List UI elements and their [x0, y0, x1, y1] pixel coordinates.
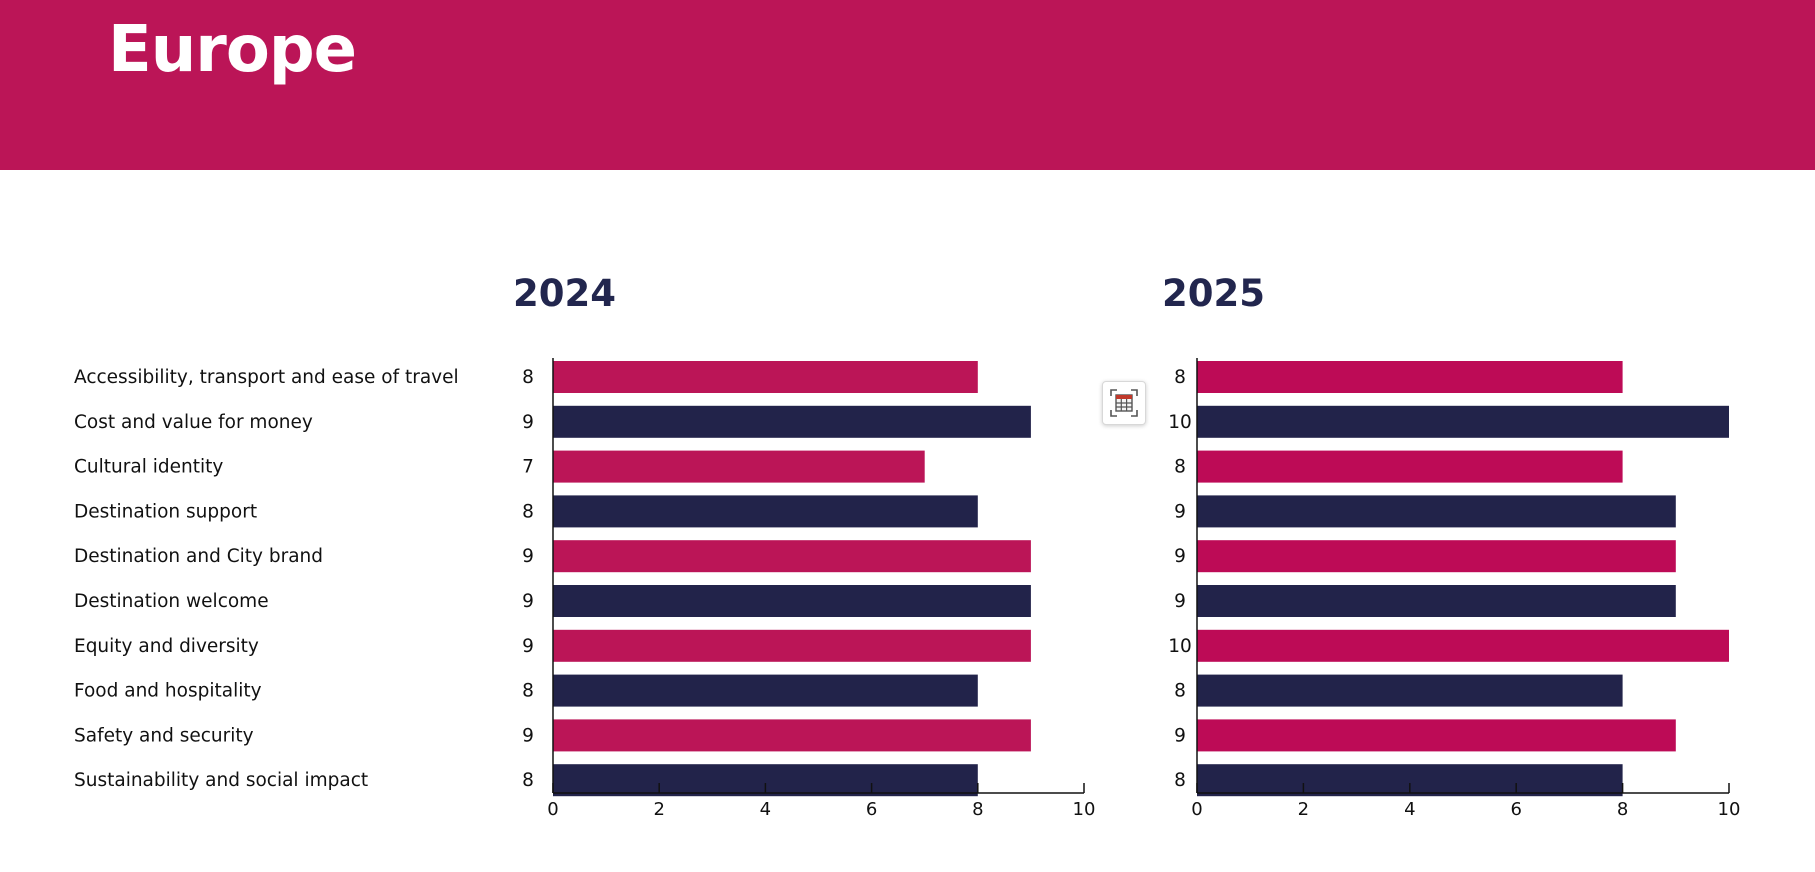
data-label: 8: [522, 367, 534, 388]
data-label: 8: [1174, 681, 1186, 702]
bar: [553, 585, 1031, 617]
data-label: 9: [522, 412, 534, 433]
category-label: Food and hospitality: [74, 681, 262, 702]
data-label: 10: [1168, 636, 1192, 657]
data-label: 8: [522, 770, 534, 791]
data-label: 8: [1174, 367, 1186, 388]
x-tick-label: 2: [653, 799, 664, 820]
data-label: 8: [522, 501, 534, 522]
bar: [553, 674, 978, 707]
table-view-button[interactable]: [1102, 381, 1146, 425]
category-label: Destination and City brand: [74, 546, 323, 567]
x-tick-label: 0: [547, 799, 558, 820]
data-label: 8: [1174, 457, 1186, 478]
bar: [553, 540, 1031, 573]
x-tick-label: 4: [1404, 799, 1415, 820]
data-label: 8: [1174, 770, 1186, 791]
data-label: 8: [522, 681, 534, 702]
data-label: 9: [522, 636, 534, 657]
category-label: Cultural identity: [74, 457, 223, 478]
data-label: 9: [522, 546, 534, 567]
bar: [553, 495, 978, 528]
data-label: 9: [1174, 501, 1186, 522]
bar: [553, 719, 1031, 752]
chart-title: 2024: [513, 272, 616, 315]
page-header: Europe: [0, 0, 1815, 170]
x-tick-label: 10: [1718, 799, 1741, 820]
data-label: 9: [1174, 725, 1186, 746]
bar: [1197, 540, 1676, 573]
page-title: Europe: [108, 13, 357, 87]
table-grid-icon: [1110, 389, 1138, 417]
category-label: Cost and value for money: [74, 412, 313, 433]
x-tick-label: 4: [760, 799, 771, 820]
bar: [553, 629, 1031, 662]
bar: [1197, 719, 1676, 752]
category-label: Sustainability and social impact: [74, 770, 368, 791]
bar: [1197, 361, 1623, 393]
x-tick-label: 10: [1073, 799, 1096, 820]
category-label: Accessibility, transport and ease of tra…: [74, 367, 459, 388]
x-tick-label: 2: [1298, 799, 1309, 820]
bar: [1197, 405, 1729, 438]
chart-title: 2025: [1162, 272, 1265, 315]
data-label: 9: [522, 591, 534, 612]
bar: [1197, 629, 1729, 662]
x-tick-label: 6: [1510, 799, 1521, 820]
category-label: Destination support: [74, 501, 257, 522]
data-label: 10: [1168, 412, 1192, 433]
bar: [553, 361, 978, 393]
category-label: Equity and diversity: [74, 636, 259, 657]
x-tick-label: 6: [866, 799, 877, 820]
category-label: Destination welcome: [74, 591, 269, 612]
data-label: 9: [522, 725, 534, 746]
x-tick-label: 8: [1617, 799, 1628, 820]
data-label: 7: [522, 457, 534, 478]
category-label: Safety and security: [74, 725, 254, 746]
bar: [553, 450, 925, 483]
x-tick-label: 0: [1191, 799, 1202, 820]
bar: [553, 405, 1031, 438]
data-label: 9: [1174, 591, 1186, 612]
bar: [1197, 495, 1676, 528]
data-label: 9: [1174, 546, 1186, 567]
bar: [1197, 450, 1623, 483]
bar: [1197, 585, 1676, 617]
x-tick-label: 8: [972, 799, 983, 820]
bar: [1197, 674, 1623, 707]
